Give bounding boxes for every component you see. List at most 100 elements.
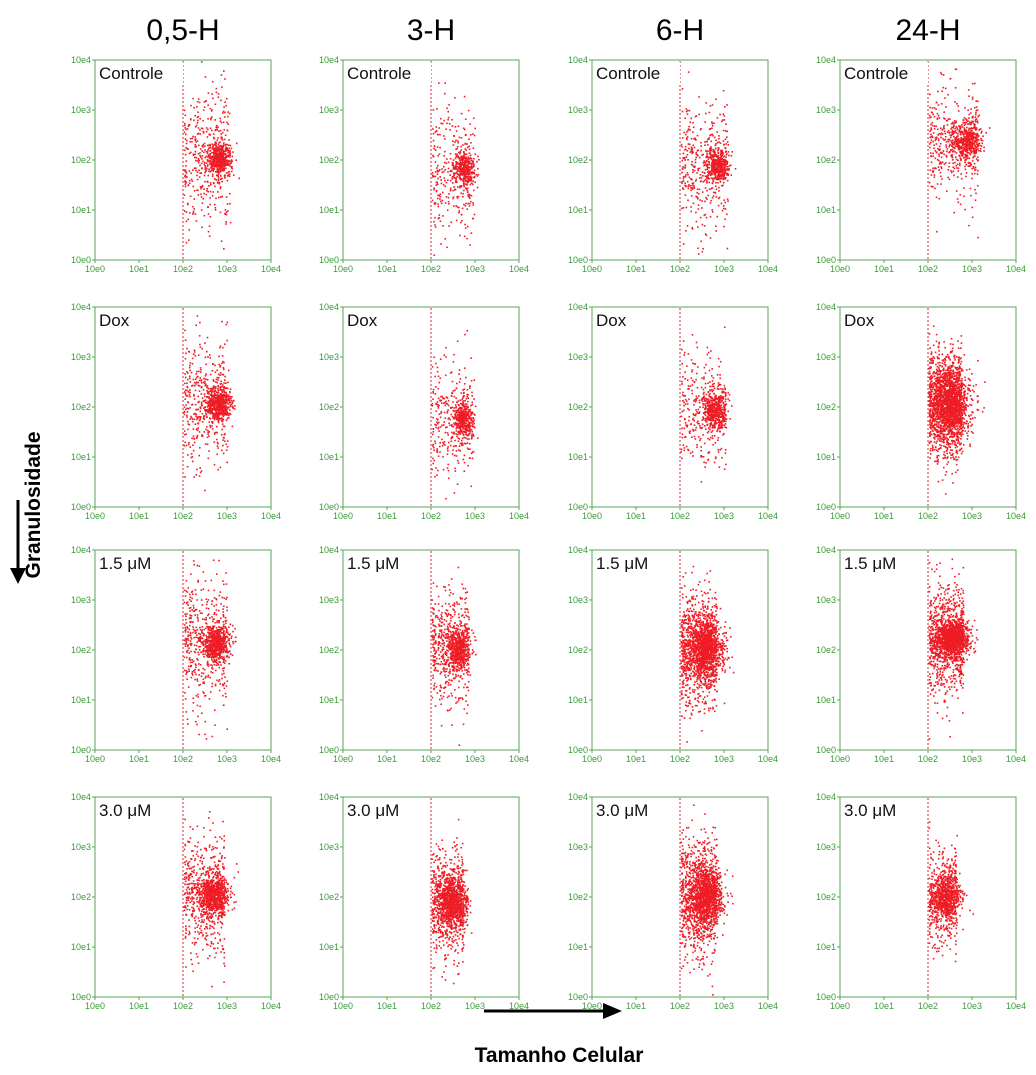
data-point <box>433 446 435 449</box>
data-point <box>194 441 196 444</box>
data-point <box>468 423 471 426</box>
data-point <box>207 400 209 403</box>
data-point <box>975 158 978 160</box>
data-point <box>215 402 217 405</box>
data-point <box>463 178 465 180</box>
data-point <box>438 217 441 219</box>
data-point <box>690 117 692 120</box>
data-point <box>216 418 219 420</box>
data-point <box>453 135 455 137</box>
data-point <box>469 418 471 420</box>
data-point <box>710 157 712 159</box>
data-point <box>468 170 470 173</box>
data-point <box>947 138 949 141</box>
data-point <box>712 154 714 157</box>
scatter-panel: 10e0 10e1 10e2 10e3 10e410e010e110e210e310e4… <box>319 55 529 274</box>
data-point <box>975 106 978 108</box>
data-point <box>446 403 449 405</box>
data-point <box>461 420 463 423</box>
data-point <box>210 118 212 121</box>
data-point <box>189 381 192 383</box>
x-tick-label: 10e1 <box>129 511 149 521</box>
data-point <box>202 389 205 391</box>
data-point <box>712 171 714 173</box>
data-point <box>962 148 965 151</box>
data-point <box>975 139 977 141</box>
data-point <box>468 421 470 424</box>
data-point <box>939 71 942 74</box>
data-point <box>710 158 713 161</box>
data-point <box>221 159 223 162</box>
condition-label: Controle <box>99 64 163 83</box>
data-point <box>200 369 202 371</box>
data-point <box>466 447 469 450</box>
data-point <box>690 210 692 213</box>
data-point <box>194 412 196 415</box>
data-point <box>933 127 936 130</box>
data-point <box>436 474 438 476</box>
data-point <box>209 190 212 193</box>
data-point <box>467 157 470 160</box>
data-point <box>228 396 230 398</box>
data-point <box>716 169 719 172</box>
data-point <box>726 169 729 171</box>
data-point <box>706 177 709 180</box>
data-point <box>463 128 466 131</box>
data-point <box>183 391 186 393</box>
data-point <box>952 133 954 136</box>
data-point <box>206 160 209 162</box>
data-point <box>726 168 729 170</box>
data-point <box>184 124 186 127</box>
data-point <box>968 127 970 130</box>
data-point <box>938 145 941 148</box>
data-point <box>213 401 215 403</box>
data-point <box>183 149 186 152</box>
data-point <box>712 156 715 158</box>
data-point <box>451 435 454 438</box>
data-point <box>724 171 726 173</box>
data-point <box>466 160 468 162</box>
data-point <box>954 68 957 71</box>
data-point <box>951 130 953 133</box>
data-point <box>202 132 205 134</box>
data-point <box>219 386 222 388</box>
data-point <box>452 449 454 451</box>
data-point <box>192 384 194 387</box>
data-point <box>432 176 434 178</box>
data-point <box>187 184 190 187</box>
data-point <box>970 141 972 143</box>
data-point <box>972 122 975 125</box>
data-point <box>211 370 214 372</box>
data-point <box>451 424 453 426</box>
data-point <box>463 182 465 184</box>
data-point <box>215 397 217 400</box>
data-point <box>464 442 467 445</box>
data-point <box>184 408 187 411</box>
data-point <box>466 418 468 421</box>
data-point <box>216 404 218 406</box>
data-point <box>697 247 699 250</box>
data-point <box>194 153 196 156</box>
data-point <box>719 166 722 169</box>
data-point <box>447 399 450 402</box>
data-point <box>949 78 952 80</box>
data-point <box>712 191 715 194</box>
data-point <box>471 411 473 413</box>
data-point <box>440 117 442 120</box>
data-point <box>472 166 475 168</box>
data-point <box>432 391 434 393</box>
data-point <box>467 109 470 112</box>
data-point <box>200 162 203 165</box>
data-point <box>970 133 972 135</box>
data-point <box>952 126 954 129</box>
data-point <box>468 162 471 164</box>
data-point <box>715 230 717 232</box>
data-point <box>432 392 435 394</box>
data-point <box>947 140 950 143</box>
data-point <box>445 400 447 403</box>
data-point <box>692 430 695 432</box>
data-point <box>944 132 947 135</box>
data-point <box>220 150 222 153</box>
data-point <box>451 415 454 418</box>
data-point <box>436 169 439 172</box>
